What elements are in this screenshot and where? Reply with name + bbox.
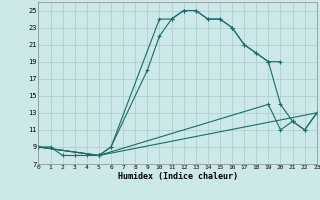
X-axis label: Humidex (Indice chaleur): Humidex (Indice chaleur) <box>118 172 238 181</box>
